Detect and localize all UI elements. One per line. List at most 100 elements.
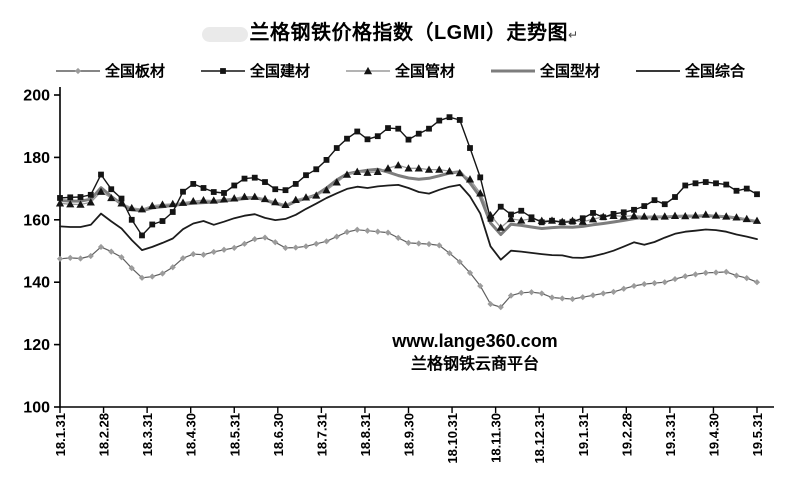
diamond-marker bbox=[425, 241, 433, 248]
square-marker bbox=[313, 166, 320, 173]
square-marker bbox=[631, 206, 637, 213]
triangle-marker bbox=[148, 201, 157, 209]
legend-swatch-square-icon bbox=[200, 67, 245, 74]
series-全国板材 bbox=[56, 226, 761, 311]
diamond-marker bbox=[292, 244, 299, 251]
square-marker bbox=[303, 172, 309, 179]
diamond-marker bbox=[241, 240, 248, 247]
triangle-marker bbox=[476, 189, 485, 197]
diamond-marker bbox=[548, 294, 556, 301]
triangle-marker bbox=[752, 216, 762, 224]
diamond-marker bbox=[579, 294, 586, 301]
diamond-marker bbox=[630, 282, 638, 290]
diamond-marker bbox=[138, 274, 146, 281]
square-marker bbox=[508, 211, 514, 218]
diamond-marker bbox=[436, 242, 443, 249]
series-全国管材 bbox=[55, 161, 762, 231]
legend-swatch-diamond-icon bbox=[56, 67, 100, 74]
diamond-marker bbox=[538, 290, 545, 297]
triangle-marker bbox=[230, 194, 239, 202]
square-marker bbox=[282, 187, 289, 194]
square-marker bbox=[262, 179, 268, 185]
square-marker bbox=[354, 128, 361, 135]
diamond-marker bbox=[702, 269, 709, 276]
triangle-marker bbox=[619, 212, 628, 220]
square-marker bbox=[210, 189, 217, 195]
triangle-marker bbox=[301, 193, 311, 201]
triangle-marker bbox=[189, 196, 198, 205]
triangle-marker bbox=[209, 196, 218, 204]
square-marker bbox=[415, 130, 422, 137]
square-marker bbox=[149, 221, 156, 228]
diamond-marker bbox=[569, 295, 576, 303]
triangle-marker bbox=[506, 214, 516, 223]
diamond-marker bbox=[364, 227, 371, 234]
diamond-marker bbox=[743, 275, 750, 282]
triangle-marker bbox=[445, 167, 454, 175]
diamond-marker bbox=[74, 67, 82, 74]
triangle-marker bbox=[250, 192, 259, 200]
square-marker bbox=[385, 125, 391, 131]
square-marker bbox=[600, 214, 607, 221]
diamond-marker bbox=[56, 255, 64, 262]
diamond-marker bbox=[753, 279, 761, 286]
diamond-marker bbox=[405, 239, 412, 246]
diamond-marker bbox=[67, 254, 74, 261]
diamond-marker bbox=[200, 251, 207, 258]
diamond-marker bbox=[97, 243, 105, 251]
square-marker bbox=[57, 195, 63, 201]
diamond-marker bbox=[723, 268, 730, 276]
diamond-marker bbox=[118, 254, 125, 261]
x-tick-label: 18.6.30 bbox=[271, 413, 286, 456]
triangle-marker bbox=[363, 168, 372, 176]
legend-label: 全国综合 bbox=[684, 63, 745, 80]
square-marker bbox=[292, 181, 299, 187]
diamond-marker bbox=[415, 240, 422, 247]
triangle-marker bbox=[588, 215, 598, 223]
square-marker bbox=[682, 182, 689, 189]
square-marker bbox=[569, 218, 576, 225]
diamond-marker bbox=[333, 233, 340, 240]
square-marker bbox=[467, 145, 473, 151]
legend-label: 全国板材 bbox=[105, 63, 166, 80]
triangle-marker bbox=[681, 211, 690, 220]
x-tick-label: 18.11.30 bbox=[489, 413, 504, 463]
diamond-marker bbox=[559, 295, 566, 302]
diamond-marker bbox=[108, 248, 115, 255]
axes: 100 120 140 160 180 200 18.1.31 18.2.28 18.3.31 1… bbox=[23, 87, 774, 464]
diamond-marker bbox=[733, 272, 740, 279]
square-marker bbox=[118, 195, 125, 202]
triangle-marker bbox=[578, 217, 587, 225]
diamond-marker bbox=[610, 288, 617, 295]
x-tick-label: 18.5.31 bbox=[227, 413, 242, 456]
square-marker bbox=[620, 209, 627, 216]
triangle-marker bbox=[260, 194, 270, 203]
square-marker bbox=[159, 218, 166, 224]
square-marker bbox=[77, 194, 84, 200]
diamond-marker bbox=[302, 243, 310, 250]
triangle-marker bbox=[342, 170, 352, 178]
diamond-marker bbox=[220, 246, 228, 253]
triangle-marker bbox=[404, 164, 413, 172]
legend-item-2: 全国建材 bbox=[200, 60, 310, 81]
y-tick-label: 160 bbox=[23, 212, 50, 229]
y-tick-label: 140 bbox=[23, 275, 50, 292]
diamond-marker bbox=[661, 279, 668, 286]
square-marker bbox=[220, 67, 226, 74]
y-tick-label: 100 bbox=[23, 400, 50, 417]
diamond-marker bbox=[374, 228, 381, 235]
diamond-marker bbox=[190, 251, 197, 258]
triangle-marker bbox=[158, 200, 167, 208]
square-marker bbox=[436, 117, 443, 124]
square-marker bbox=[139, 232, 145, 239]
diamond-marker bbox=[641, 280, 648, 288]
triangle-marker bbox=[86, 198, 95, 206]
triangle-marker bbox=[322, 186, 331, 194]
square-marker bbox=[610, 210, 617, 217]
diamond-marker bbox=[313, 240, 320, 247]
square-marker bbox=[559, 219, 566, 226]
legend-label: 全国建材 bbox=[249, 63, 310, 80]
triangle-marker bbox=[711, 211, 721, 219]
triangle-marker bbox=[414, 164, 423, 172]
square-marker bbox=[538, 219, 545, 226]
